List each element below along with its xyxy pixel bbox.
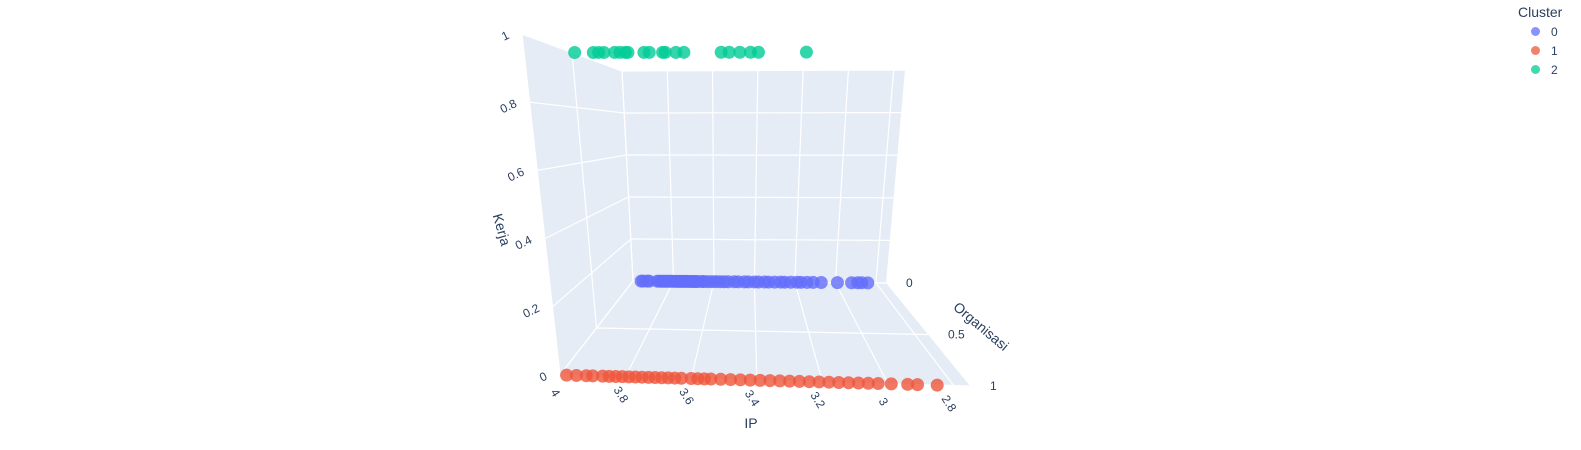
- data-point-cluster-1-29: [792, 374, 806, 388]
- tick-label-ip-6: 2.8: [939, 393, 960, 415]
- side-wall: [522, 34, 633, 375]
- data-point-cluster-0-49: [814, 275, 828, 289]
- grid-line-kerja-1: [552, 238, 890, 308]
- grid-line-ip-back-5: [834, 70, 849, 283]
- data-point-cluster-2-7: [621, 45, 635, 59]
- axis-title-kerja: Kerja: [490, 212, 514, 248]
- tick-label-ip-3: 3.4: [742, 387, 763, 409]
- data-point-cluster-1-34: [842, 376, 856, 390]
- grid-line-kerja-2: [544, 196, 894, 240]
- grid-line-kerja-3: [537, 154, 898, 171]
- legend-item-cluster-0[interactable]: 0: [1518, 22, 1562, 41]
- legend-label-1: 1: [1551, 43, 1558, 58]
- data-point-cluster-2-16: [733, 45, 747, 59]
- data-point-cluster-2-3: [597, 45, 611, 59]
- data-point-cluster-2-19: [799, 45, 813, 59]
- series-cluster-1: [560, 368, 944, 392]
- grid-line-ip-back-2: [711, 70, 715, 282]
- data-point-cluster-1-24: [743, 373, 757, 387]
- data-point-cluster-1-35: [851, 376, 865, 390]
- data-point-cluster-1-25: [753, 373, 767, 387]
- grid-line-org-floor-1: [596, 327, 929, 336]
- legend-item-cluster-2[interactable]: 2: [1518, 60, 1562, 79]
- grid-line-ip-back-4: [794, 70, 804, 283]
- legend-label-2: 2: [1551, 62, 1558, 77]
- data-point-cluster-1-20: [704, 372, 718, 386]
- data-point-cluster-1-36: [861, 376, 875, 390]
- data-point-cluster-2-11: [658, 45, 672, 59]
- data-point-cluster-1-31: [812, 375, 826, 389]
- data-point-cluster-2-0: [568, 45, 582, 59]
- data-point-cluster-1-1: [569, 368, 583, 382]
- tick-label-ip-1: 3.8: [611, 384, 632, 406]
- tick-label-org-2: 1: [990, 379, 997, 393]
- legend: Cluster 0 1 2: [1518, 4, 1562, 79]
- legend-label-0: 0: [1551, 24, 1558, 39]
- data-point-cluster-1-40: [911, 378, 925, 392]
- grid-line-kerja-5: [521, 33, 906, 72]
- tick-label-kerja-4: 0.8: [498, 96, 519, 116]
- grid-line-ip-back-6: [875, 69, 895, 283]
- data-point-cluster-1-16: [674, 371, 688, 385]
- grid-line-org-side-2: [521, 33, 561, 376]
- data-point-cluster-1-32: [822, 375, 836, 389]
- data-point-cluster-0-54: [861, 276, 875, 290]
- axis-walls: [522, 34, 970, 386]
- data-point-cluster-2-9: [642, 45, 656, 59]
- grid-line-org-side-0: [621, 70, 634, 282]
- legend-item-cluster-1[interactable]: 1: [1518, 41, 1562, 60]
- data-point-cluster-1-3: [586, 369, 600, 383]
- tick-label-ip-2: 3.6: [676, 386, 697, 408]
- data-point-cluster-1-37: [871, 377, 885, 391]
- legend-marker-1: [1531, 46, 1540, 55]
- legend-marker-2: [1531, 65, 1540, 74]
- grid-line-ip-back-1: [666, 70, 675, 282]
- data-point-cluster-1-41: [930, 378, 944, 392]
- data-point-cluster-2-18: [751, 45, 765, 59]
- data-point-cluster-1-28: [783, 374, 797, 388]
- data-point-cluster-2-13: [677, 45, 691, 59]
- series-cluster-0: [634, 274, 875, 290]
- data-point-cluster-1-0: [560, 368, 574, 382]
- axis-title-ip: IP: [744, 415, 757, 431]
- data-point-cluster-1-38: [884, 377, 898, 391]
- tick-label-kerja-3: 0.6: [505, 164, 526, 184]
- data-points: [560, 45, 944, 392]
- axis-title-organisasi: Organisasi: [950, 299, 1012, 354]
- legend-title: Cluster: [1518, 4, 1563, 20]
- tick-label-ip-4: 3.2: [807, 389, 828, 411]
- data-point-cluster-1-26: [763, 374, 777, 388]
- data-point-cluster-0-50: [830, 276, 844, 290]
- data-point-cluster-2-15: [722, 45, 736, 59]
- data-point-cluster-1-27: [773, 374, 787, 388]
- tick-label-kerja-5: 1: [499, 28, 511, 44]
- tick-label-org-0: 0: [906, 276, 913, 290]
- tick-label-ip-5: 3: [876, 395, 892, 408]
- data-point-cluster-1-39: [901, 377, 915, 391]
- legend-marker-0: [1531, 27, 1540, 36]
- tick-label-kerja-2: 0.4: [513, 233, 534, 253]
- grid-line-ip-back-3: [753, 70, 759, 282]
- tick-label-ip-0: 4: [548, 386, 564, 399]
- data-point-cluster-1-30: [802, 375, 816, 389]
- data-point-cluster-1-21: [714, 372, 728, 386]
- data-point-cluster-1-23: [733, 373, 747, 387]
- data-point-cluster-1-33: [832, 375, 846, 389]
- grid-line-kerja-4: [529, 101, 902, 114]
- tick-label-kerja-0: 0: [537, 369, 549, 385]
- floor-wall: [560, 281, 970, 386]
- data-point-cluster-1-22: [724, 373, 738, 387]
- grid-line-org-side-1: [571, 52, 598, 329]
- series-cluster-2: [568, 45, 813, 59]
- back-wall: [622, 70, 905, 283]
- tick-label-org-1: 0.5: [948, 328, 965, 342]
- tick-label-kerja-1: 0.2: [521, 301, 542, 321]
